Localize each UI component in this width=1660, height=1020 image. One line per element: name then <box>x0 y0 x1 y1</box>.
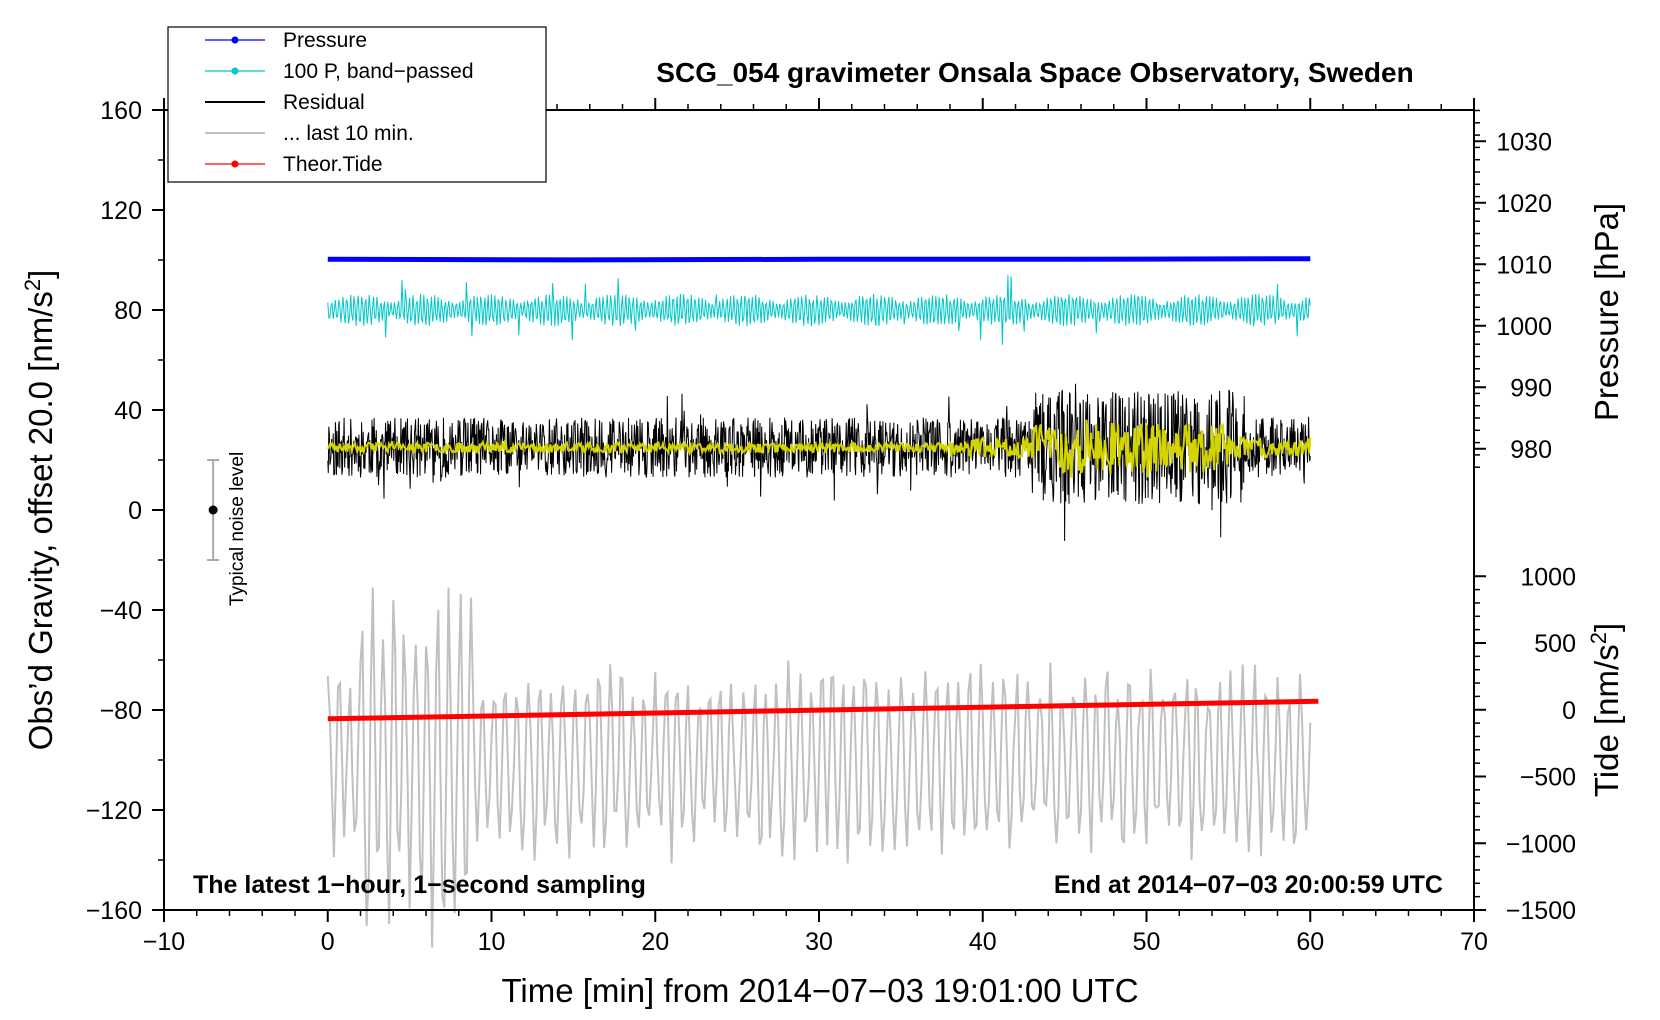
theoretical-tide-line <box>327 698 1319 722</box>
pressure-line <box>327 256 1311 263</box>
x-tick-label: 20 <box>641 928 669 956</box>
band-passed-pressure-line <box>327 275 1311 345</box>
legend-box <box>167 26 547 183</box>
x-tick-label: 70 <box>1460 928 1488 956</box>
y-tick-label: −80 <box>100 697 142 725</box>
noise-level-indicator: Typical noise level <box>207 452 248 606</box>
corner-note-left: The latest 1−hour, 1−second sampling <box>193 871 646 899</box>
y-tick-label: −40 <box>100 597 142 625</box>
tide-tick-label: −500 <box>1520 764 1576 792</box>
pressure-axis-title: Pressure [hPa] <box>1588 203 1625 421</box>
pressure-tick-label: 990 <box>1510 374 1552 402</box>
noise-label: Typical noise level <box>227 452 248 606</box>
x-tick-label: 40 <box>969 928 997 956</box>
ticks-layer: −10 0 10 20 30 40 50 60 7016012080400−40−80−120−… <box>86 97 1576 956</box>
x-tick-label: 60 <box>1296 928 1324 956</box>
legend-label: 100 P, band−passed <box>283 60 474 83</box>
chart-title: SCG_054 gravimeter Onsala Space Observat… <box>656 57 1413 88</box>
tide-tick-label: 1000 <box>1520 563 1576 591</box>
pressure-tick-label: 1010 <box>1496 251 1552 279</box>
tide-tick-label: −1500 <box>1506 897 1576 925</box>
legend-marker <box>231 36 239 44</box>
x-axis-title: Time [min] from 2014−07−03 19:01:00 UTC <box>501 972 1138 1009</box>
pressure-tick-label: 1030 <box>1496 128 1552 156</box>
y-tick-label: 120 <box>100 197 142 225</box>
legend-label: Theor.Tide <box>283 153 383 176</box>
corner-note-right: End at 2014−07−03 20:00:59 UTC <box>1054 871 1443 899</box>
pressure-tick-label: 980 <box>1510 436 1552 464</box>
legend-label: ... last 10 min. <box>283 122 414 145</box>
left-axis-title: Obs’d Gravity, offset 20.0 [nm/s2] <box>20 270 59 751</box>
y-tick-label: −120 <box>86 797 142 825</box>
legend-label: Pressure <box>283 29 367 52</box>
x-tick-label: 10 <box>478 928 506 956</box>
legend-marker <box>231 67 239 75</box>
y-tick-label: 80 <box>114 297 142 325</box>
y-tick-label: 160 <box>100 97 142 125</box>
tide-tick-label: 0 <box>1562 697 1576 725</box>
x-tick-label: 50 <box>1133 928 1161 956</box>
data-layer <box>326 256 1319 948</box>
y-tick-label: 0 <box>128 497 142 525</box>
y-tick-label: −160 <box>86 897 142 925</box>
pressure-tick-label: 1020 <box>1496 190 1552 218</box>
legend-label: Residual <box>283 91 365 114</box>
legend: Pressure 100 P, band−passed Residual ... la… <box>167 26 547 183</box>
x-tick-label: 0 <box>321 928 335 956</box>
tide-tick-label: −1000 <box>1506 830 1576 858</box>
tide-axis-title: Tide [nm/s2] <box>1586 623 1625 797</box>
tide-tick-label: 500 <box>1534 630 1576 658</box>
noise-dot <box>208 505 218 515</box>
last-10-min-line <box>326 587 1312 948</box>
pressure-tick-label: 1000 <box>1496 313 1552 341</box>
y-tick-label: 40 <box>114 397 142 425</box>
legend-marker <box>231 160 239 168</box>
x-tick-label: −10 <box>143 928 185 956</box>
smoothed-residual-line <box>326 419 1312 478</box>
x-tick-label: 30 <box>805 928 833 956</box>
